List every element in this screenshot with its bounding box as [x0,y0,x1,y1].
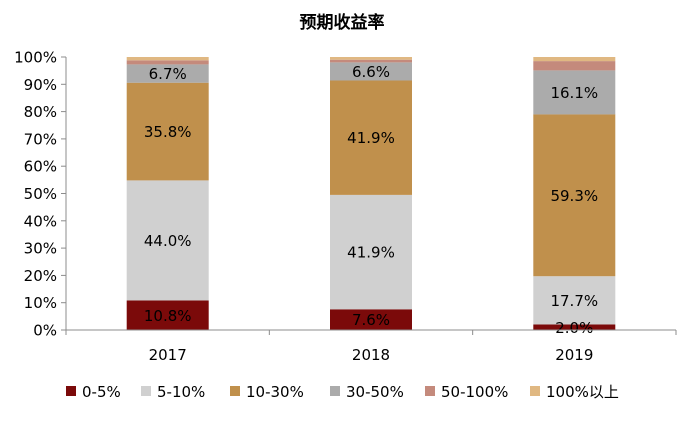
bar-segment-2017-s3 [126,64,209,83]
bar-segment-2018-s4 [330,59,412,63]
bar-segment-2017-s2 [126,82,209,181]
x-tick-label-2017: 2017 [149,346,187,364]
legend-swatch-s1 [141,386,151,396]
legend-swatch-s5 [530,386,540,396]
data-label-2019-s1: 17.7% [550,292,598,310]
y-tick-label-3: 30% [24,240,57,258]
y-tick-label-5: 50% [24,185,57,203]
legend-swatch-s4 [425,386,435,396]
legend: 0-5% 5-10% 10-30% 30-50% 50-100% 100%以上 [66,383,619,401]
data-label-2018-s0: 7.6% [352,311,390,329]
data-label-2017-s0: 10.8% [144,307,192,325]
bar-segment-2017-s1 [126,180,209,301]
data-label-2018-s3: 6.6% [352,63,390,81]
y-tick-label-4: 40% [24,212,57,230]
y-tick-label-8: 80% [24,103,57,121]
data-label-2018-s2: 41.9% [347,129,395,147]
data-labels-group: 10.8% 44.0% 35.8% 6.7% 7.6% 41.9% 41.9% 6.6% 2.0… [144,63,598,337]
y-tick-label-0: 0% [33,322,57,340]
bar-segment-2018-s0 [330,309,412,330]
bar-segment-2019-s4 [533,61,616,71]
y-tick-label-7: 70% [24,130,57,148]
axes-group: 0% 10% 20% 30% 40% 50% 60% 70% 80% 90% 100% 2017 201… [14,49,677,364]
bar-segment-2018-s3 [330,62,412,81]
legend-label-s3: 30-50% [346,383,404,401]
bar-segment-2019-s5 [533,57,616,62]
chart-title: 预期收益率 [300,12,385,33]
legend-swatch-s2 [230,386,240,396]
data-label-2017-s2: 35.8% [144,123,192,141]
y-tick-label-9: 90% [24,76,57,94]
data-label-2019-s3: 16.1% [550,84,598,102]
bar-segment-2018-s5 [330,57,412,60]
legend-label-s4: 50-100% [441,383,508,401]
bar-segment-2017-s0 [126,300,209,330]
x-tick-label-2019: 2019 [555,346,593,364]
legend-swatch-s0 [66,386,76,396]
y-tick-label-10: 100% [14,49,57,67]
data-label-2017-s3: 6.7% [149,65,187,83]
bar-segment-2019-s2 [533,114,616,277]
y-tick-label-6: 60% [24,158,57,176]
bar-segment-2017-s5 [126,57,209,61]
data-label-2018-s1: 41.9% [347,244,395,262]
legend-label-s0: 0-5% [82,383,121,401]
bar-segment-2018-s1 [330,194,412,310]
data-label-2017-s1: 44.0% [144,232,192,250]
bar-segment-2019-s0 [533,324,616,330]
legend-swatch-s3 [330,386,340,396]
data-label-2019-s0: 2.0% [555,319,593,337]
y-tick-label-1: 10% [24,294,57,312]
x-tick-label-2018: 2018 [352,346,390,364]
bar-segment-2019-s3 [533,70,616,115]
legend-label-s1: 5-10% [157,383,205,401]
bar-segment-2018-s2 [330,80,412,195]
y-tick-label-2: 20% [24,267,57,285]
bars-group [126,57,616,330]
bar-segment-2017-s4 [126,60,209,65]
bar-segment-2019-s1 [533,276,616,325]
legend-label-s5: 100%以上 [546,383,619,401]
legend-label-s2: 10-30% [246,383,304,401]
data-label-2019-s2: 59.3% [550,187,598,205]
